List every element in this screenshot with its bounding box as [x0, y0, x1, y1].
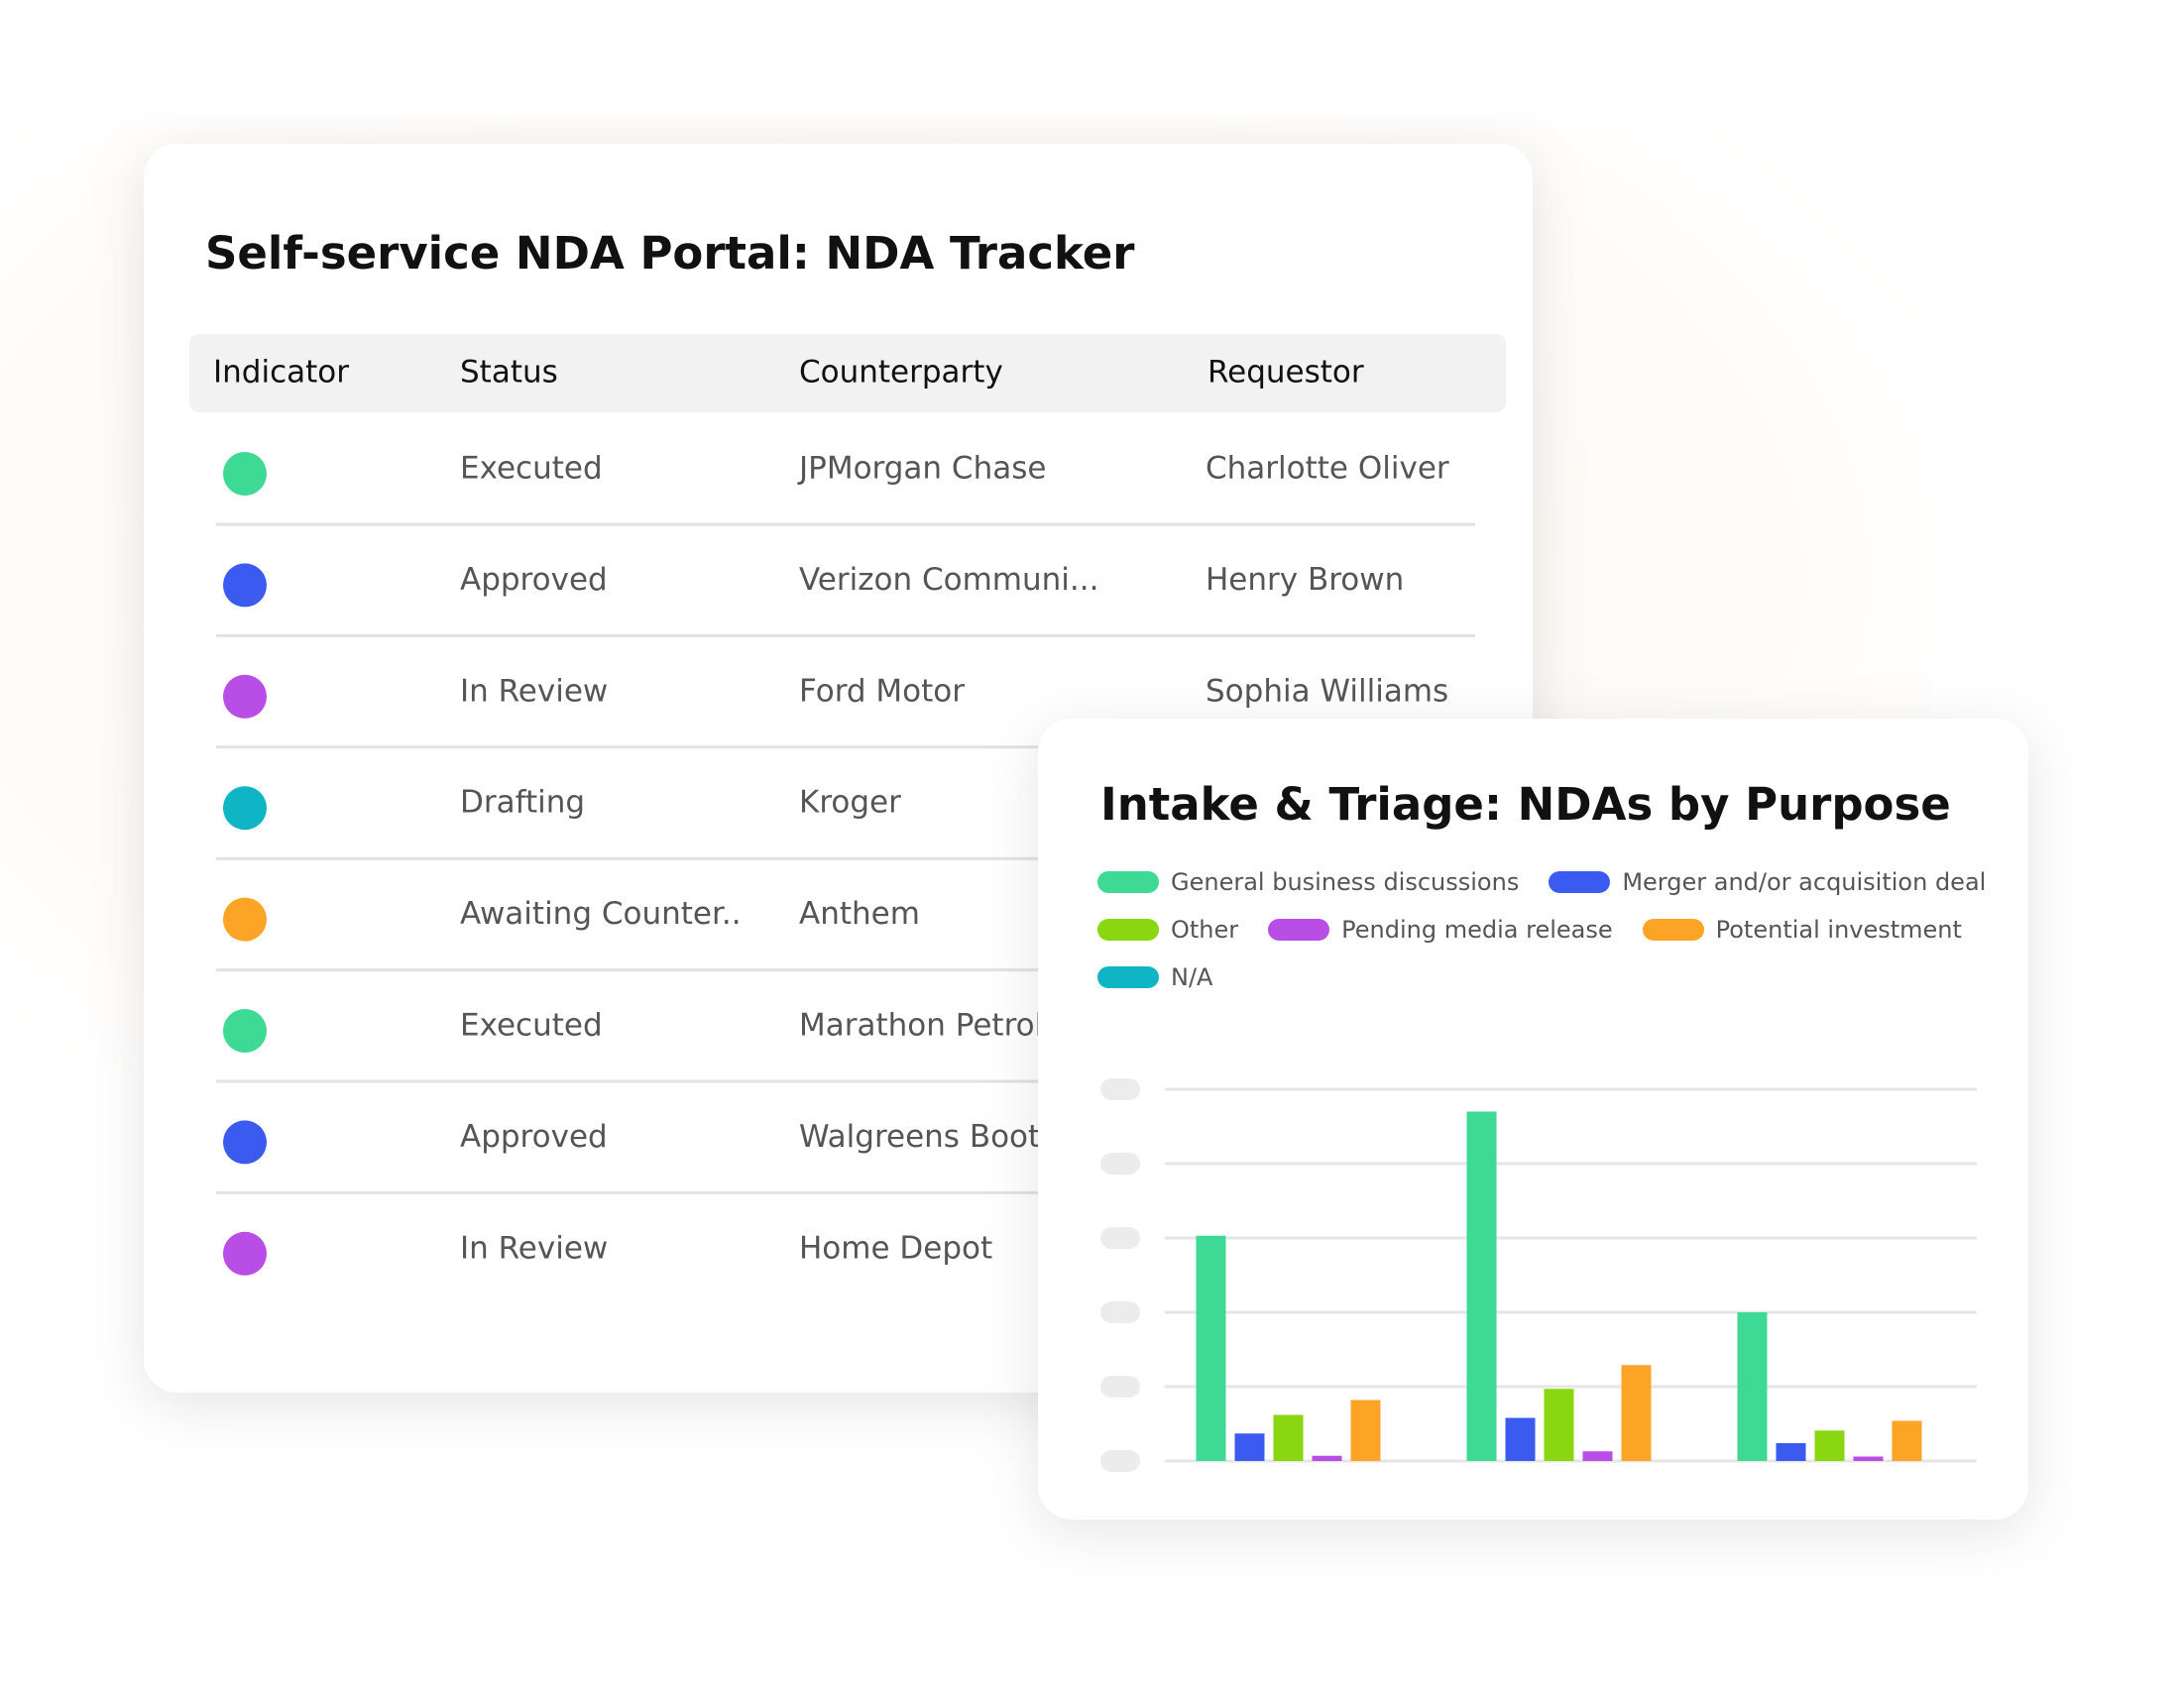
- legend-item: Other: [1097, 916, 1238, 944]
- counterparty: Verizon Communi...: [799, 562, 1098, 598]
- legend-swatch: [1549, 871, 1611, 893]
- legend-item: Merger and/or acquisition deal: [1549, 868, 1986, 896]
- status: Awaiting Counter..: [460, 896, 742, 932]
- status-indicator: [223, 786, 267, 831]
- requestor: Charlotte Oliver: [1206, 451, 1449, 487]
- legend-label: N/A: [1171, 963, 1213, 991]
- legend-label: Pending media release: [1341, 916, 1613, 944]
- column-header: Status: [460, 355, 558, 391]
- counterparty: Walgreens Boot: [799, 1119, 1040, 1155]
- column-header: Counterparty: [799, 355, 1003, 391]
- legend-swatch: [1268, 919, 1330, 941]
- status-indicator: [223, 452, 267, 496]
- y-tick-placeholder: [1100, 1301, 1140, 1323]
- table-title: Self-service NDA Portal: NDA Tracker: [205, 227, 1135, 280]
- bar: [1737, 1312, 1768, 1461]
- status-indicator: [223, 674, 267, 719]
- card: [1038, 719, 2028, 1519]
- legend-swatch: [1097, 966, 1159, 988]
- bar: [1234, 1433, 1265, 1461]
- legend-label: Potential investment: [1715, 916, 1962, 944]
- bar: [1621, 1365, 1652, 1461]
- legend-label: Other: [1171, 916, 1239, 944]
- table-header: [189, 334, 1506, 412]
- status: In Review: [460, 1230, 608, 1266]
- bar: [1273, 1414, 1304, 1461]
- legend-swatch: [1097, 919, 1159, 941]
- column-header: Requestor: [1207, 355, 1364, 391]
- status-indicator: [223, 1009, 267, 1053]
- legend-label: Merger and/or acquisition deal: [1622, 868, 1987, 896]
- counterparty: Ford Motor: [799, 673, 965, 709]
- counterparty: Anthem: [799, 896, 920, 932]
- status: In Review: [460, 673, 608, 709]
- counterparty: Kroger: [799, 785, 901, 821]
- status: Executed: [460, 451, 603, 487]
- legend-item: Potential investment: [1642, 916, 1962, 944]
- legend: General business discussions Merger and/o…: [1097, 868, 1990, 991]
- requestor: Sophia Williams: [1206, 673, 1448, 709]
- bar: [1853, 1456, 1884, 1461]
- status: Approved: [460, 1119, 608, 1155]
- legend-item: N/A: [1097, 963, 1212, 991]
- legend-item: General business discussions: [1097, 868, 1519, 896]
- requestor: Henry Brown: [1206, 562, 1404, 598]
- status-indicator: [223, 897, 267, 942]
- bar: [1582, 1451, 1613, 1461]
- column-header: Indicator: [213, 355, 349, 391]
- bar: [1505, 1417, 1536, 1461]
- bar: [1544, 1389, 1574, 1461]
- status-indicator: [223, 563, 267, 608]
- bar: [1892, 1420, 1922, 1461]
- chart-card: Intake & Triage: NDAs by Purpose: [1038, 719, 2028, 1519]
- counterparty: Home Depot: [799, 1230, 992, 1266]
- y-tick-placeholder: [1100, 1078, 1140, 1100]
- bar: [1350, 1400, 1381, 1461]
- chart-title: Intake & Triage: NDAs by Purpose: [1100, 778, 1951, 831]
- y-tick-placeholder: [1100, 1227, 1140, 1249]
- bar: [1196, 1235, 1226, 1461]
- bar: [1814, 1430, 1845, 1461]
- status-indicator: [223, 1231, 267, 1276]
- y-tick-placeholder: [1100, 1376, 1140, 1398]
- legend-label: General business discussions: [1171, 868, 1520, 896]
- legend-swatch: [1097, 871, 1159, 893]
- bar: [1466, 1111, 1497, 1461]
- y-tick-placeholder: [1100, 1153, 1140, 1175]
- status-indicator: [223, 1120, 267, 1165]
- counterparty: JPMorgan Chase: [797, 451, 1046, 487]
- legend-swatch: [1642, 919, 1704, 941]
- status: Drafting: [460, 785, 585, 821]
- counterparty: Marathon Petrol: [799, 1008, 1043, 1044]
- status: Approved: [460, 562, 608, 598]
- status: Executed: [460, 1008, 603, 1044]
- bar: [1312, 1455, 1342, 1461]
- y-tick-placeholder: [1100, 1450, 1140, 1472]
- legend-item: Pending media release: [1268, 916, 1613, 944]
- bar: [1776, 1443, 1806, 1461]
